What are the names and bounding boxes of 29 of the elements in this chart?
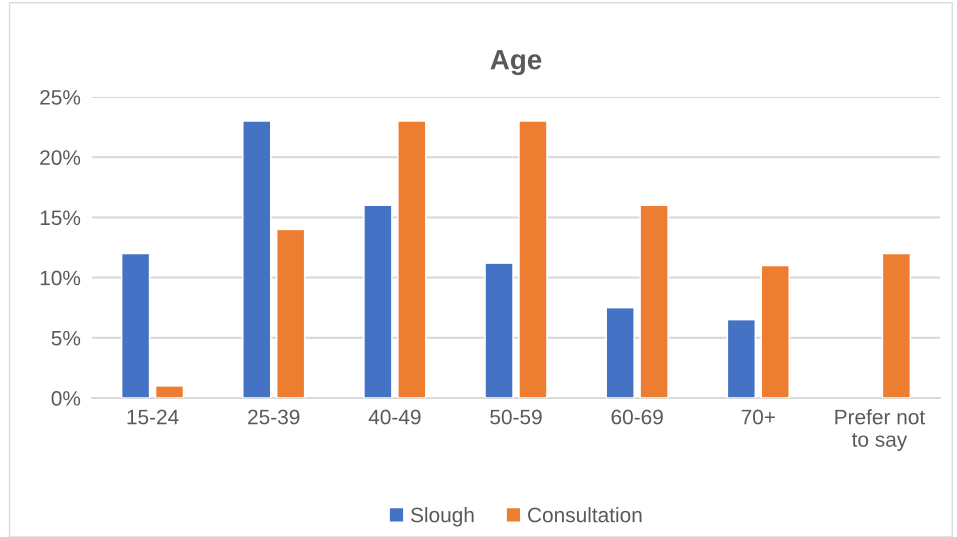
- y-tick-label: 0%: [52, 391, 80, 406]
- legend-label: Consultation: [528, 507, 642, 522]
- x-tick-label: 70+: [742, 410, 775, 424]
- bar: [154, 385, 184, 398]
- bar: [882, 252, 912, 398]
- bar: [363, 204, 393, 398]
- bar: [120, 252, 150, 398]
- x-tick-label: Prefer not to say: [835, 409, 926, 451]
- bar: [276, 228, 306, 398]
- x-tick-label: 25-39: [248, 410, 300, 424]
- bar: [726, 319, 756, 398]
- y-tick-label: 5%: [52, 330, 80, 346]
- bar: [606, 307, 635, 398]
- bar: [242, 120, 272, 398]
- bar: [639, 204, 669, 398]
- bar: [397, 120, 426, 398]
- bar: [518, 120, 548, 398]
- chart-title: Age: [490, 50, 542, 76]
- legend-label: Slough: [410, 507, 474, 526]
- y-tick-label: 20%: [40, 150, 80, 165]
- x-tick-label: 50-59: [490, 410, 542, 424]
- y-tick-label: 15%: [40, 210, 80, 226]
- x-tick-label: 40-49: [368, 410, 421, 424]
- y-tick-label: 10%: [40, 270, 80, 286]
- x-tick-label: 15-24: [128, 410, 179, 424]
- bar: [760, 264, 790, 398]
- x-tick-label: 60-69: [612, 410, 663, 424]
- y-tick-label: 25%: [40, 90, 80, 105]
- bar: [484, 262, 514, 398]
